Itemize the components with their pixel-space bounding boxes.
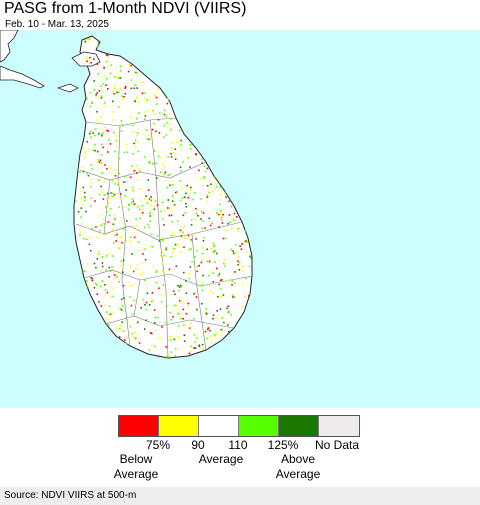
legend-swatch-average bbox=[199, 416, 239, 436]
footer-bar: Source: NDVI VIIRS at 500-m bbox=[0, 487, 480, 505]
mannar-island bbox=[56, 83, 79, 93]
legend-tick-110: 110 bbox=[228, 438, 248, 452]
sri-lanka-map bbox=[0, 30, 253, 359]
legend-below-average: Below Average bbox=[114, 452, 158, 482]
india-coast bbox=[0, 30, 19, 63]
legend-tick-90: 90 bbox=[191, 438, 205, 452]
above-line1: Above bbox=[280, 452, 316, 466]
legend-tick-125: 125% bbox=[267, 438, 299, 452]
legend-swatch-above bbox=[239, 416, 279, 436]
legend-swatch-no-data bbox=[319, 416, 359, 436]
legend-swatch-below bbox=[159, 416, 199, 436]
below-line1: Below bbox=[119, 452, 153, 466]
ndvi-speckles bbox=[74, 38, 253, 358]
legend-tick-75: 75% bbox=[145, 438, 171, 452]
below-line2: Average bbox=[113, 467, 159, 481]
legend-swatch-severe-below bbox=[119, 416, 159, 436]
date-range: Feb. 10 - Mar. 13, 2025 bbox=[5, 19, 109, 30]
map-area bbox=[0, 30, 480, 408]
india-south-coast bbox=[0, 65, 45, 89]
legend-average: Average bbox=[198, 452, 244, 466]
legend-bar bbox=[118, 415, 360, 437]
source-text: Source: NDVI VIIRS at 500-m bbox=[4, 490, 137, 501]
map-title: PASG from 1-Month NDVI (VIIRS) bbox=[4, 0, 247, 17]
legend-tick-no-data: No Data bbox=[314, 438, 360, 452]
legend-above-average: Above Average bbox=[276, 452, 320, 482]
legend-swatch-well-above bbox=[279, 416, 319, 436]
above-line2: Average bbox=[275, 467, 321, 481]
district-boundaries bbox=[75, 117, 253, 359]
